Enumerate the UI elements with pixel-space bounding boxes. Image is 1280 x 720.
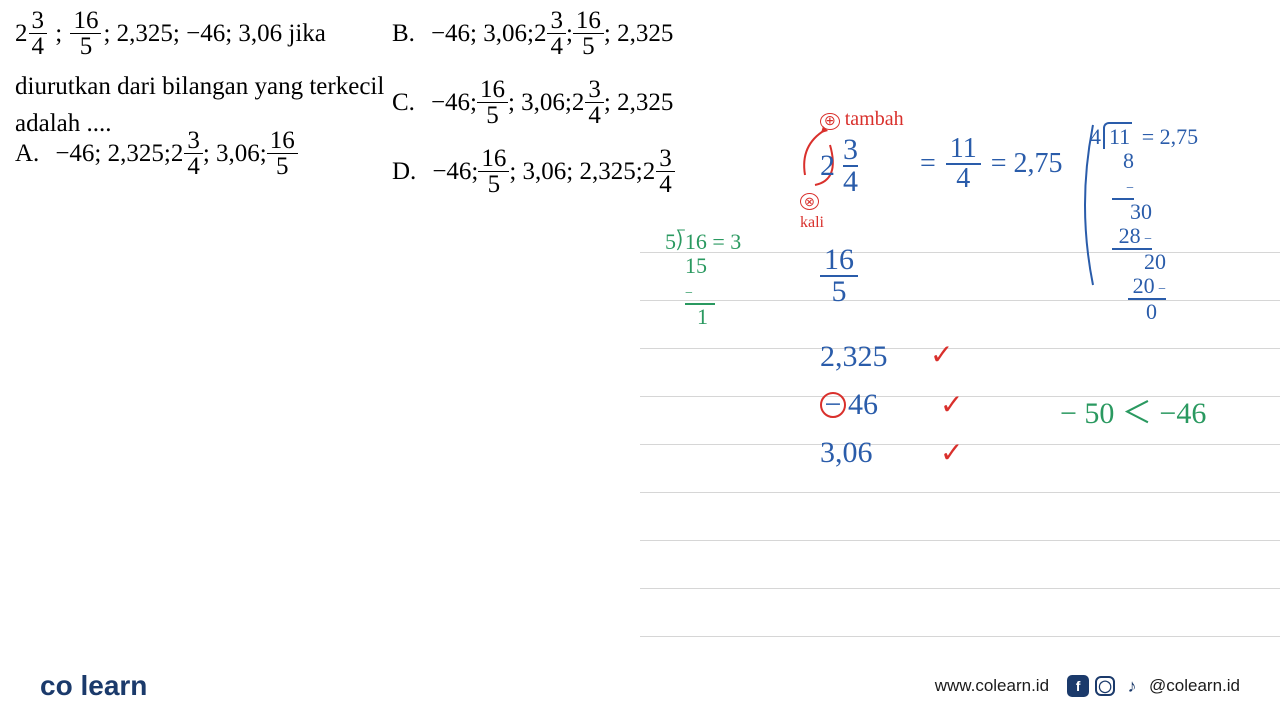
work-comparison: − 50 ＜ −46 xyxy=(1060,388,1206,432)
work-long-division-1: 411 = 2,75 8 − 30 28 − 20 20 − 0 xyxy=(1090,125,1198,325)
work-fraction-16-5: 16 5 xyxy=(820,245,858,307)
footer-url: www.colearn.id xyxy=(935,676,1049,696)
divider-curve-icon xyxy=(1075,120,1105,290)
work-fraction-eq: = 11 4 = 2,75 xyxy=(920,135,1063,193)
instagram-icon: ◯ xyxy=(1095,676,1115,696)
tiktok-icon: ♪ xyxy=(1121,675,1143,697)
social-icons: f ◯ ♪ @colearn.id xyxy=(1067,675,1240,697)
check-icon: ✓ xyxy=(930,338,953,372)
work-long-division-2: 5⟌16 = 3 15 − 1 xyxy=(665,230,741,329)
facebook-icon: f xyxy=(1067,675,1089,697)
question-text: 2 34 ; 165 ; 2,325; −46; 3,06 jika diuru… xyxy=(15,8,385,141)
option-b: B. −46; 3,06; 2 34 ; 165 ; 2,325 xyxy=(392,8,675,59)
work-value-neg46: − 46 xyxy=(820,388,878,422)
work-mixed-fraction: 2 3 4 xyxy=(820,135,858,197)
check-icon: ✓ xyxy=(940,436,963,470)
check-icon: ✓ xyxy=(940,388,963,422)
option-a: A. −46; 2,325; 2 34 ; 3,06; 165 xyxy=(15,128,298,179)
option-d: D. −46; 165 ; 3,06; 2,325; 2 34 xyxy=(392,146,675,197)
work-value-306: 3,06 xyxy=(820,436,873,470)
logo: co learn xyxy=(40,670,147,702)
work-value-2325: 2,325 xyxy=(820,340,888,374)
option-c: C. −46; 165 ; 3,06; 2 34 ; 2,325 xyxy=(392,77,675,128)
footer: co learn www.colearn.id f ◯ ♪ @colearn.i… xyxy=(0,670,1280,702)
social-handle: @colearn.id xyxy=(1149,676,1240,696)
